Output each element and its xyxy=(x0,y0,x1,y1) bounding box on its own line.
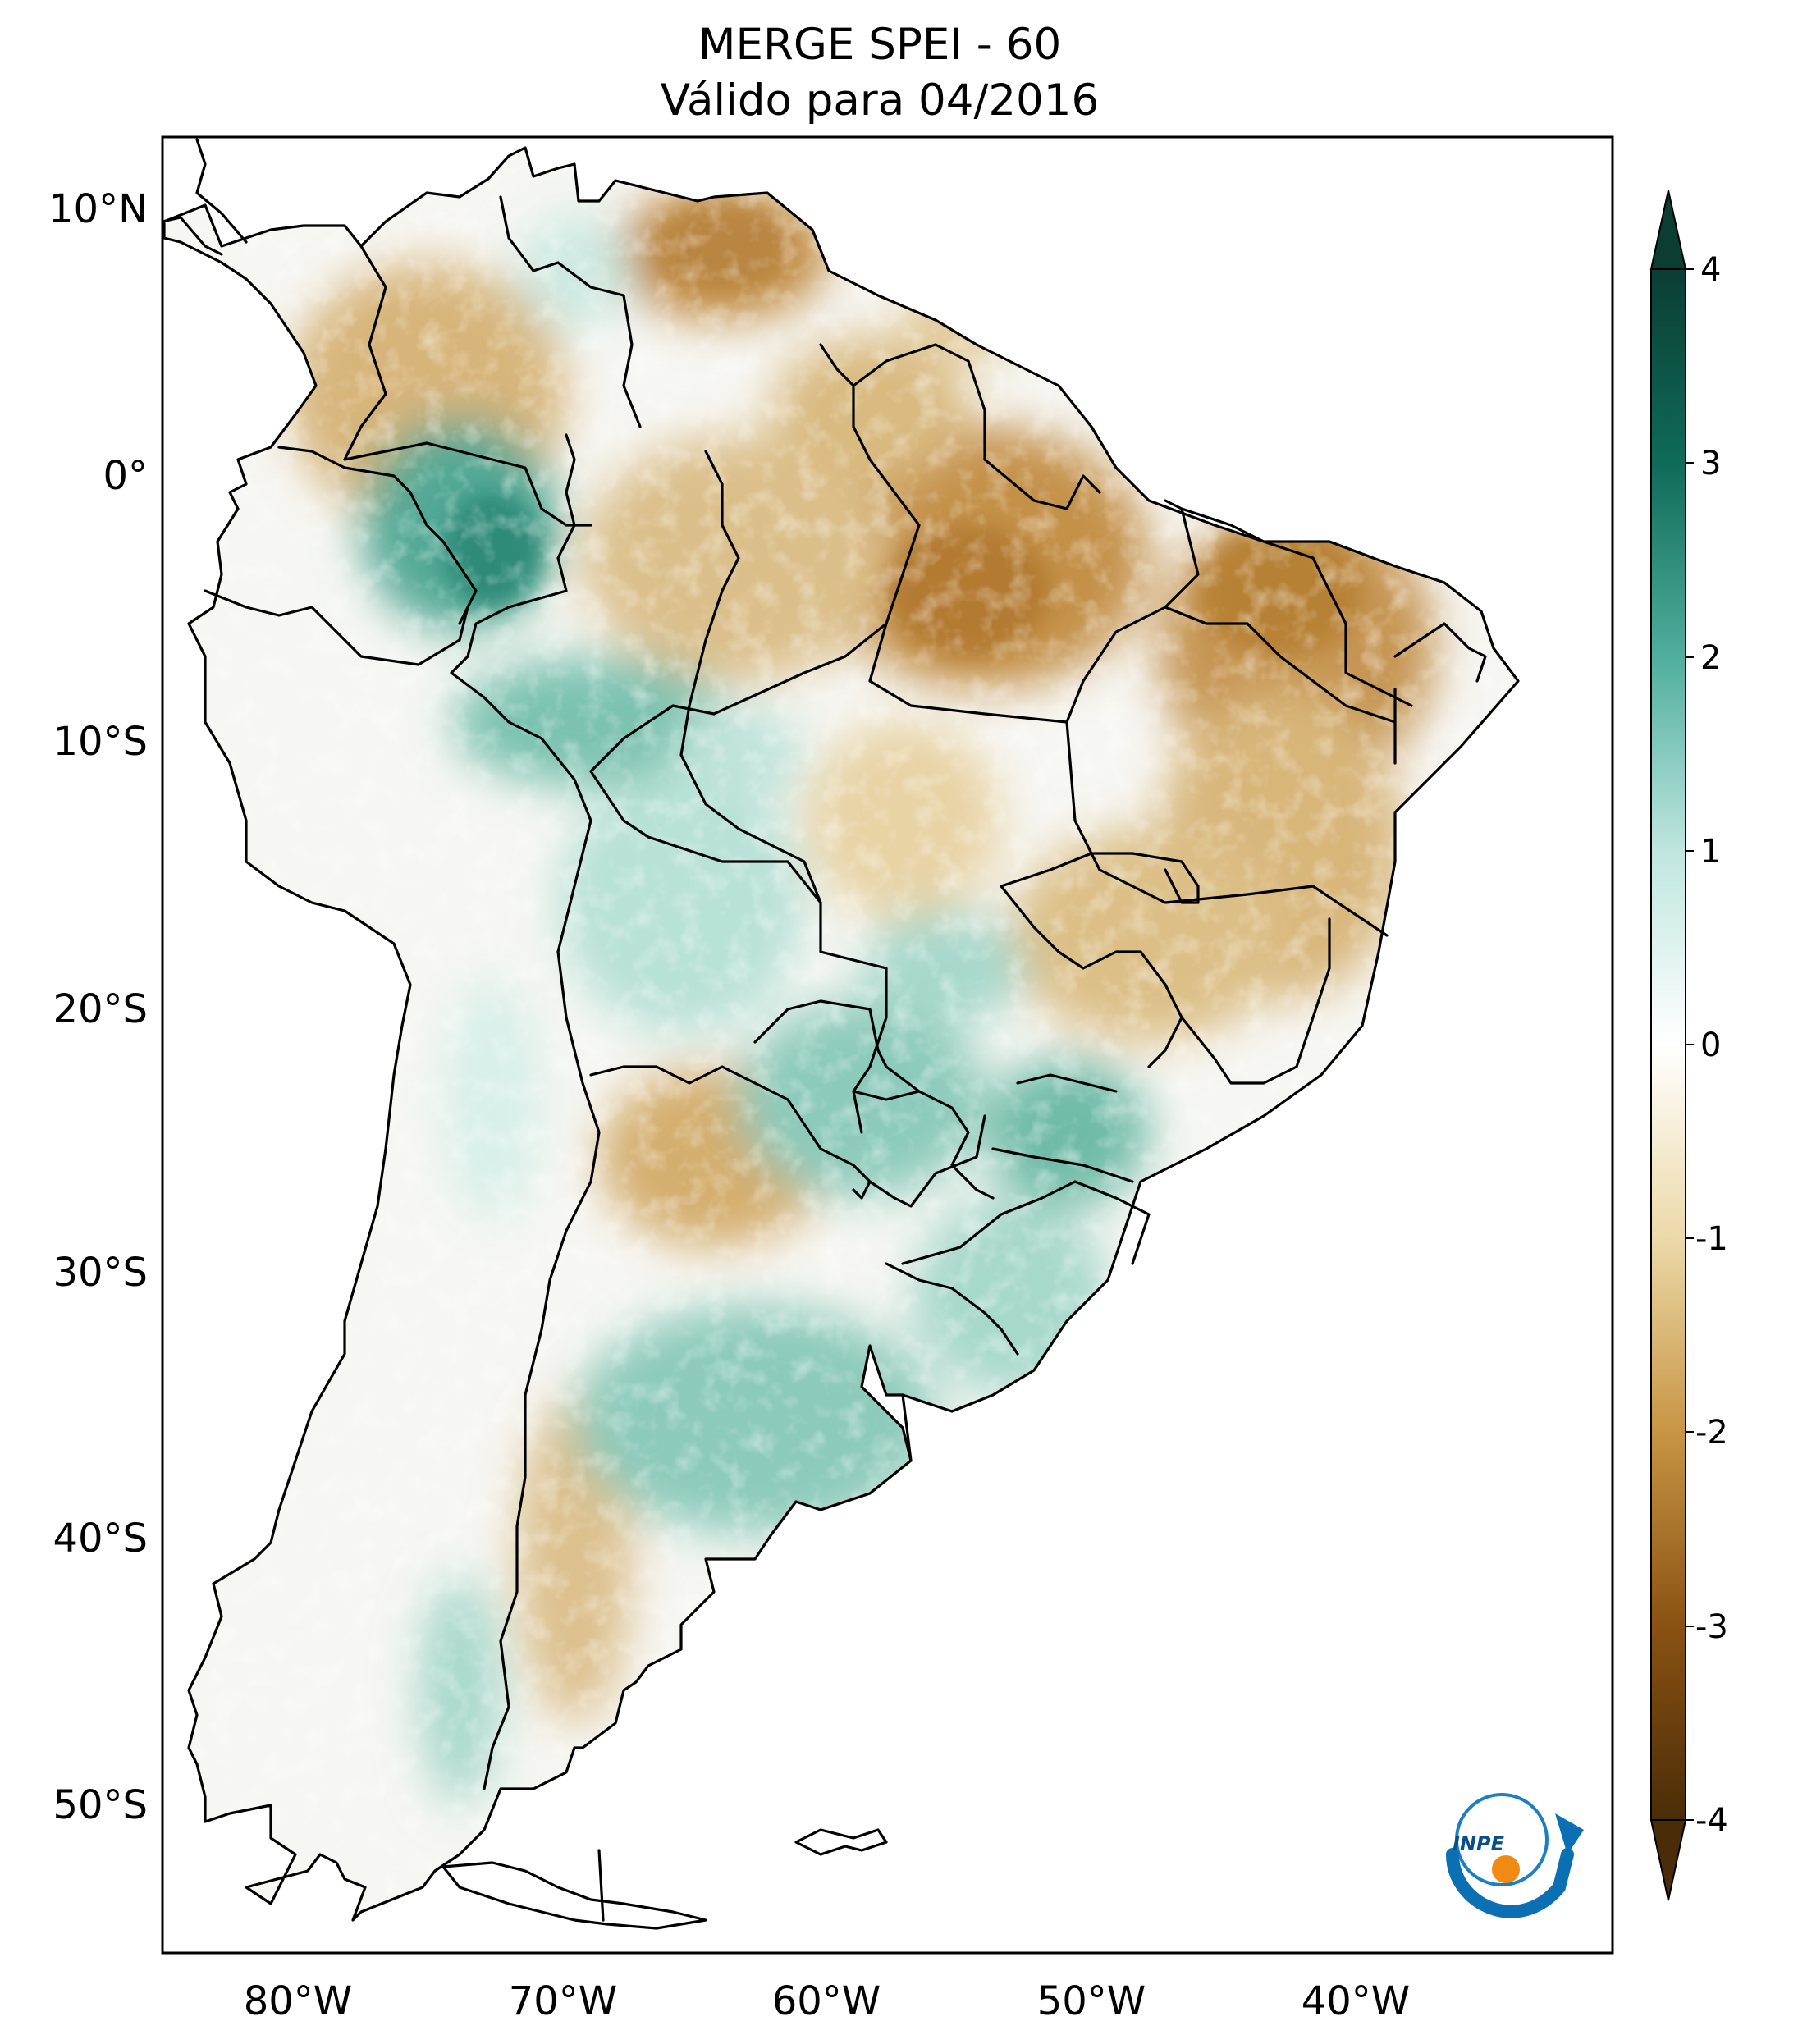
coastline-borders xyxy=(161,138,1520,1930)
logo-arrow-icon xyxy=(1446,1848,1574,1918)
lon-label: 50°W xyxy=(1037,1978,1146,2024)
colorbar-tick: 4 xyxy=(1700,251,1721,289)
colorbar-extend-min xyxy=(1649,1819,1687,1901)
lat-label: 10°N xyxy=(48,186,148,232)
logo-text: INPE xyxy=(1453,1832,1505,1855)
lon-label: 60°W xyxy=(772,1978,881,2024)
colorbar-tick: -2 xyxy=(1695,1414,1728,1452)
map-title-line1: MERGE SPEI - 60 xyxy=(698,20,1061,70)
logo-dot-icon xyxy=(1492,1855,1520,1883)
map-title-line2: Válido para 04/2016 xyxy=(661,75,1099,126)
colorbar-tick: 3 xyxy=(1700,445,1721,482)
lon-label: 70°W xyxy=(509,1978,618,2024)
logo-ring-icon xyxy=(1455,1793,1549,1886)
lat-label: 20°S xyxy=(53,986,148,1032)
inpe-logo: INPE xyxy=(1446,1793,1584,1918)
lon-label: 40°W xyxy=(1302,1978,1411,2024)
colorbar-tick: -4 xyxy=(1695,1802,1728,1840)
colorbar-extend-max xyxy=(1649,190,1687,270)
colorbar-tick: 0 xyxy=(1700,1027,1721,1064)
colorbar-tick: -1 xyxy=(1695,1220,1728,1258)
latitude-labels: 10°N 0° 10°S 20°S 30°S 40°S 50°S xyxy=(48,186,148,1828)
colorbar-tick: 2 xyxy=(1700,639,1721,677)
colorbar-scale xyxy=(1650,268,1686,1821)
colorbar: 4 3 2 1 0 -1 -2 -3 -4 xyxy=(1649,190,1728,1901)
lat-label: 0° xyxy=(103,453,148,499)
lon-label: 80°W xyxy=(244,1978,353,2024)
longitude-labels: 80°W 70°W 60°W 50°W 40°W xyxy=(244,1978,1411,2024)
lat-label: 30°S xyxy=(53,1250,148,1296)
lat-label: 10°S xyxy=(53,719,148,765)
lat-label: 40°S xyxy=(53,1516,148,1562)
colorbar-tick: 1 xyxy=(1700,833,1721,871)
lat-label: 50°S xyxy=(53,1782,148,1828)
colorbar-tick: -3 xyxy=(1695,1608,1728,1646)
